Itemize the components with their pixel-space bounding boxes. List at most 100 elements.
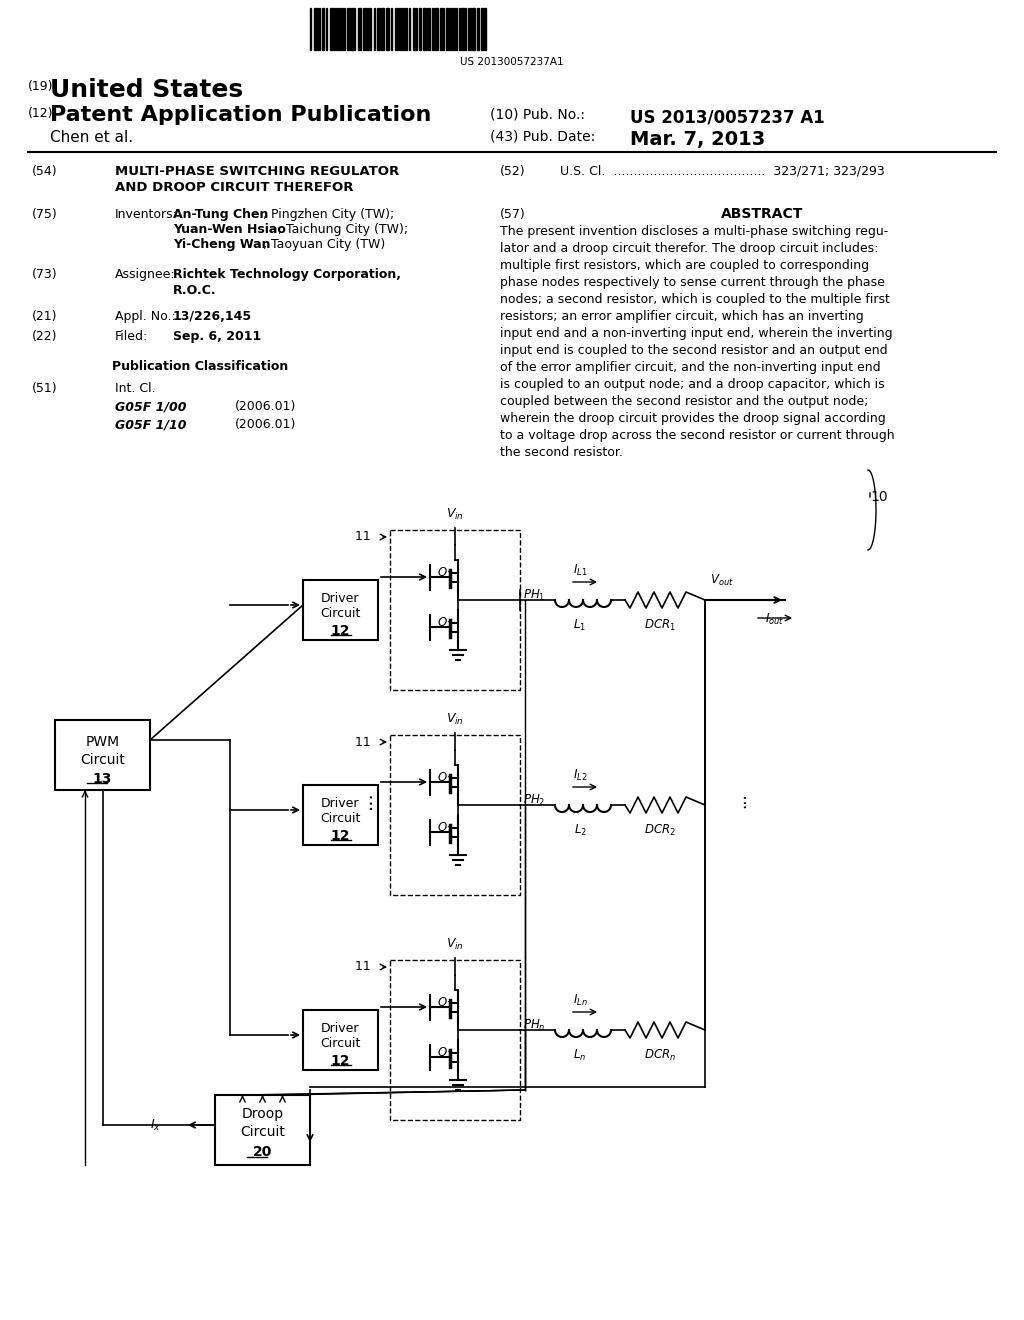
Bar [322,8,324,50]
Text: (73): (73) [32,268,57,281]
Bar [303,579,378,640]
Text: 12: 12 [331,624,350,638]
Text: 12: 12 [331,829,350,843]
Text: (2006.01): (2006.01) [234,400,296,413]
Text: $PH_2$: $PH_2$ [523,792,546,808]
Text: $Q_1$: $Q_1$ [437,565,453,581]
Text: $Q_2$: $Q_2$ [437,821,453,836]
Text: Driver: Driver [322,591,359,605]
Text: 12: 12 [331,1053,350,1068]
Text: (21): (21) [32,310,57,323]
Text: $I_x$: $I_x$ [150,1118,161,1133]
Text: $DCR_n$: $DCR_n$ [644,1048,676,1063]
Text: Filed:: Filed: [115,330,148,343]
Bar [413,8,415,50]
Bar [481,8,483,50]
Text: $I_{L1}$: $I_{L1}$ [572,562,588,578]
Bar [330,8,332,50]
Bar [401,8,403,50]
Text: (12): (12) [28,107,53,120]
Text: Inventors:: Inventors: [115,209,178,220]
Text: (52): (52) [500,165,525,178]
Text: ...: ... [731,792,749,808]
Bar [390,735,520,895]
Text: Droop: Droop [242,1107,284,1121]
Text: U.S. Cl.  ......................................  323/271; 323/293: U.S. Cl. ...............................… [560,165,885,178]
Text: (22): (22) [32,330,57,343]
Text: Chen et al.: Chen et al. [50,129,133,145]
Text: $L_1$: $L_1$ [573,618,587,634]
Bar [303,1010,378,1071]
Text: $Q_1$: $Q_1$ [437,995,453,1011]
Bar [215,1096,310,1166]
Text: 11: 11 [355,735,375,748]
Text: $DCR_1$: $DCR_1$ [644,618,676,634]
Bar [428,8,430,50]
Text: ...: ... [355,791,375,809]
Text: AND DROOP CIRCUIT THEREFOR: AND DROOP CIRCUIT THEREFOR [115,181,353,194]
Text: $V_{in}$: $V_{in}$ [446,937,464,952]
Text: Publication Classification: Publication Classification [112,360,288,374]
Text: (75): (75) [32,209,57,220]
Text: $DCR_2$: $DCR_2$ [644,822,676,838]
Bar [365,8,367,50]
Text: Circuit: Circuit [321,1038,360,1049]
Text: US 2013/0057237 A1: US 2013/0057237 A1 [630,108,824,125]
Text: Yuan-Wen Hsiao: Yuan-Wen Hsiao [173,223,286,236]
Bar [303,785,378,845]
Text: Circuit: Circuit [321,607,360,620]
Text: Patent Application Publication: Patent Application Publication [50,106,431,125]
Text: Int. Cl.: Int. Cl. [115,381,156,395]
Text: The present invention discloses a multi-phase switching regu-
lator and a droop : The present invention discloses a multi-… [500,224,895,459]
Bar [477,8,479,50]
Bar [358,8,361,50]
Text: $V_{out}$: $V_{out}$ [710,573,734,587]
Bar [446,8,449,50]
Text: $L_n$: $L_n$ [573,1048,587,1063]
Text: Sep. 6, 2011: Sep. 6, 2011 [173,330,261,343]
Text: $V_{in}$: $V_{in}$ [446,507,464,521]
Text: Circuit: Circuit [80,752,125,767]
Text: Circuit: Circuit [321,812,360,825]
Bar [436,8,438,50]
Text: US 20130057237A1: US 20130057237A1 [460,57,564,67]
Text: Driver: Driver [322,797,359,810]
Text: Assignee:: Assignee: [115,268,176,281]
Text: 13: 13 [93,772,113,785]
Text: United States: United States [50,78,243,102]
Bar [314,8,316,50]
Bar [390,960,520,1119]
Text: 13/226,145: 13/226,145 [173,310,252,323]
Bar [55,719,150,789]
Text: 20: 20 [253,1144,272,1159]
Text: , Pingzhen City (TW);: , Pingzhen City (TW); [263,209,394,220]
Bar [351,8,353,50]
Text: PWM: PWM [85,735,120,748]
Text: (10) Pub. No.:: (10) Pub. No.: [490,108,585,121]
Text: $I_{Ln}$: $I_{Ln}$ [572,993,588,1008]
Text: $L_2$: $L_2$ [573,822,587,838]
Text: $I_{L2}$: $I_{L2}$ [572,768,587,783]
Bar [419,8,421,50]
Text: G05F 1/00: G05F 1/00 [115,400,186,413]
Text: ABSTRACT: ABSTRACT [721,207,803,220]
Text: $PH_1$: $PH_1$ [523,587,546,602]
Text: Yi-Cheng Wan: Yi-Cheng Wan [173,238,270,251]
Text: $I_{out}$: $I_{out}$ [765,612,784,627]
Text: $PH_n$: $PH_n$ [523,1018,546,1032]
Bar [390,531,520,690]
Text: $Q_1$: $Q_1$ [437,771,453,785]
Bar [381,8,384,50]
Text: (54): (54) [32,165,57,178]
Bar [461,8,464,50]
Bar [472,8,475,50]
Text: R.O.C.: R.O.C. [173,284,217,297]
Text: (43) Pub. Date:: (43) Pub. Date: [490,129,595,144]
Text: 11: 11 [355,961,375,974]
Text: , Taichung City (TW);: , Taichung City (TW); [278,223,409,236]
Text: (51): (51) [32,381,57,395]
Text: Mar. 7, 2013: Mar. 7, 2013 [630,129,765,149]
Text: Circuit: Circuit [240,1125,285,1139]
Bar [484,8,486,50]
Text: Appl. No.:: Appl. No.: [115,310,176,323]
